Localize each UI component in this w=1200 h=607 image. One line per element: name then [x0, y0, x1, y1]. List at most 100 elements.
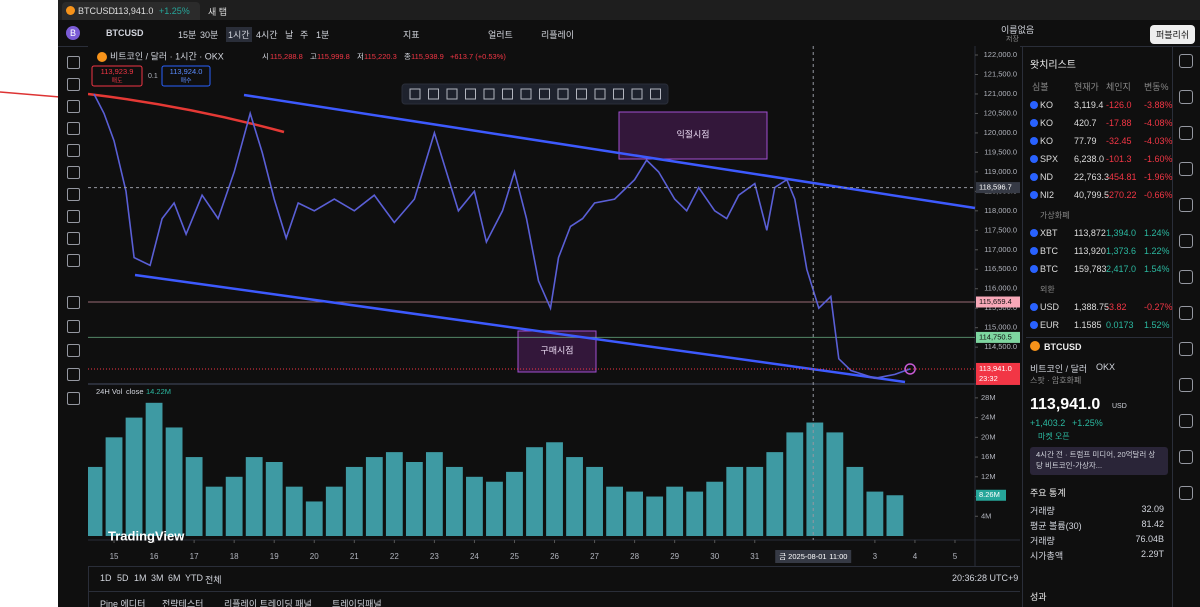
tool-icon[interactable] — [67, 144, 80, 157]
tool-icon[interactable] — [67, 344, 80, 357]
bottom-tabs — [88, 591, 1020, 607]
row-price: 113,920 — [1074, 246, 1106, 256]
side-icon[interactable] — [1179, 234, 1193, 248]
bottom-tab[interactable]: 전략테스터 — [162, 599, 204, 607]
drawing-tool[interactable] — [428, 88, 439, 100]
drawing-tool[interactable] — [409, 88, 421, 100]
tool-icon[interactable] — [67, 320, 80, 333]
side-icon[interactable] — [1179, 126, 1193, 140]
x-tick-label: 31 — [750, 552, 759, 561]
side-icon[interactable] — [1179, 198, 1193, 212]
interval[interactable]: 주 — [300, 30, 309, 40]
y-tick-label: 16M — [981, 452, 996, 461]
side-icon[interactable] — [1179, 450, 1193, 464]
volume-bar — [185, 457, 203, 536]
drawing-tool[interactable] — [650, 88, 661, 100]
layout-name[interactable]: 이름없음 — [1001, 25, 1035, 35]
y-tick-label: 118,000.0 — [984, 206, 1017, 215]
x-tick-label: 26 — [550, 552, 559, 561]
stat-label: 거래량 — [1030, 536, 1055, 546]
interval[interactable]: 4시간 — [256, 30, 278, 40]
volume-tag — [976, 489, 1006, 501]
interval[interactable]: 1시간 — [226, 27, 252, 42]
side-icon[interactable] — [1179, 414, 1193, 428]
range-button[interactable]: 6M — [168, 573, 181, 583]
x-tick-label: 18 — [230, 552, 239, 561]
symbol-icon — [1030, 101, 1038, 109]
tool-icon[interactable] — [67, 188, 80, 201]
interval[interactable]: 날 — [285, 30, 294, 40]
tool-icon[interactable] — [67, 254, 80, 267]
drawing-tool[interactable] — [631, 88, 643, 100]
row-symbol: ND — [1040, 172, 1053, 182]
detail-price: 113,941.0 — [1030, 396, 1101, 413]
volume-bar — [245, 457, 263, 536]
interval[interactable]: 30분 — [200, 30, 219, 40]
bottom-tab[interactable]: 리플레이 트레이딩 패널 — [224, 599, 312, 607]
side-icon[interactable] — [1179, 342, 1193, 356]
side-icon[interactable] — [1179, 378, 1193, 392]
x-tick-label: 20 — [310, 552, 319, 561]
side-icon[interactable] — [1179, 54, 1193, 68]
drawing-tool[interactable] — [483, 88, 495, 100]
row-percent: 1.24% — [1144, 228, 1170, 238]
side-icon[interactable] — [1179, 306, 1193, 320]
drawing-tool[interactable] — [576, 88, 587, 100]
range-button[interactable]: YTD — [185, 573, 203, 583]
tool-icon[interactable] — [67, 368, 80, 381]
interval[interactable]: 1분 — [316, 30, 330, 40]
tool-icon[interactable] — [67, 56, 80, 69]
avatar[interactable]: B — [66, 26, 80, 40]
drawing-tool[interactable] — [613, 88, 624, 100]
y-tick-label: 115,000.0 — [984, 323, 1017, 332]
tool-icon[interactable] — [67, 100, 80, 113]
bottom-tab[interactable]: 트레이딩패널 — [332, 599, 382, 607]
range-button[interactable]: 3M — [151, 573, 164, 583]
drawing-tool[interactable] — [465, 88, 476, 100]
last-price-tag — [976, 362, 1020, 385]
drawing-tool[interactable] — [502, 88, 513, 100]
range-button[interactable]: 1D — [100, 573, 112, 583]
symbol-search[interactable]: BTCUSD — [106, 28, 144, 38]
drawing-tool[interactable] — [557, 88, 569, 100]
tool-icon[interactable] — [67, 392, 80, 405]
replay[interactable]: 리플레이 — [541, 30, 575, 40]
news[interactable]: 4시간 전 · 트럼프 미디어, 20억달러 상당 비트코인-가상자... — [1030, 447, 1168, 475]
tool-icon[interactable] — [67, 122, 80, 135]
bottom-tab[interactable]: Pine 에디터 — [100, 599, 146, 607]
publish[interactable]: 퍼블리쉬 — [1150, 25, 1196, 44]
indicators[interactable]: 지표 — [403, 30, 420, 40]
new-tab[interactable]: 새 탭 — [208, 7, 228, 17]
tool-icon[interactable] — [67, 296, 80, 309]
volume-bar — [506, 471, 523, 536]
alerts[interactable]: 얼러트 — [488, 30, 513, 40]
drawing-tool[interactable] — [539, 88, 550, 100]
side-icon[interactable] — [1179, 162, 1193, 176]
volume-bar — [446, 466, 463, 536]
range-button[interactable]: 5D — [117, 573, 129, 583]
tool-icon[interactable] — [67, 210, 80, 223]
tab[interactable]: BTCUSD 113,941.0 +1.25% — [62, 2, 200, 20]
ohlc-l: 115,220.3 — [364, 52, 397, 61]
volume-bar — [265, 462, 283, 536]
side-icon[interactable] — [1179, 270, 1193, 284]
tool-icon[interactable] — [67, 232, 80, 245]
volume-bar — [165, 427, 183, 536]
tool-icon[interactable] — [67, 166, 80, 179]
sell-box — [91, 65, 143, 87]
range-button[interactable]: 전체 — [205, 575, 222, 585]
drawing-tool[interactable] — [520, 88, 532, 100]
range-button[interactable]: 1M — [134, 573, 147, 583]
interval[interactable]: 15분 — [178, 30, 197, 40]
drawing-tool[interactable] — [446, 88, 458, 100]
row-symbol: XBT — [1040, 228, 1058, 238]
side-icon[interactable] — [1179, 90, 1193, 104]
tool-icon[interactable] — [67, 78, 80, 91]
volume-last-label: 8.26M — [979, 490, 1000, 499]
x-tick-label: 25 — [510, 552, 519, 561]
drawing-tool[interactable] — [594, 88, 606, 100]
y-tick-label: 116,500.0 — [984, 264, 1017, 273]
volume-bar — [686, 491, 704, 536]
side-icon[interactable] — [1179, 486, 1193, 500]
save[interactable]: 저장 — [1006, 36, 1019, 43]
